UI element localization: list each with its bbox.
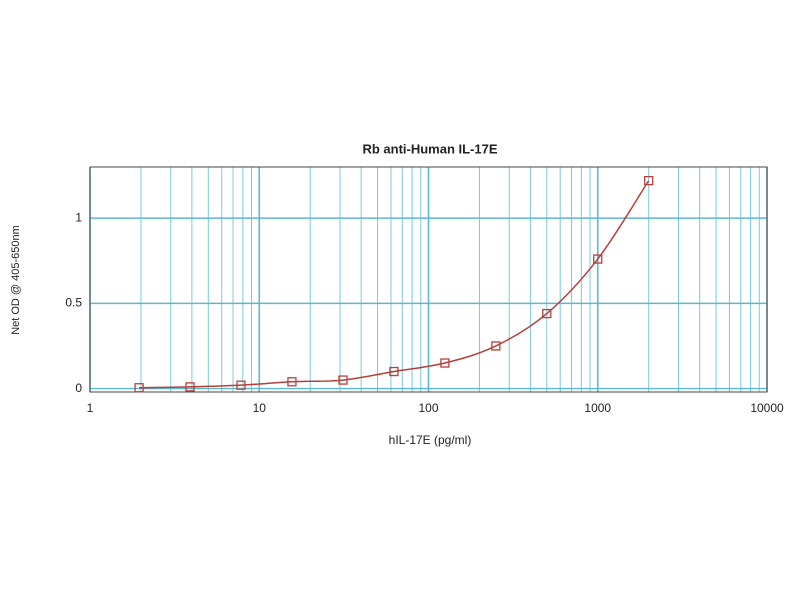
data-point bbox=[491, 341, 501, 351]
x-axis-label: hIL-17E (pg/ml) bbox=[389, 433, 472, 447]
data-point bbox=[440, 358, 450, 368]
x-tick-label: 10000 bbox=[750, 401, 784, 415]
data-point bbox=[389, 366, 399, 377]
data-point bbox=[644, 175, 654, 186]
y-axis-label: Net OD @ 405-650nm bbox=[10, 225, 22, 335]
data-point bbox=[542, 308, 552, 319]
chart-title: Rb anti-Human IL-17E bbox=[362, 141, 497, 156]
y-tick-label: 0.5 bbox=[65, 296, 82, 310]
data-point bbox=[236, 380, 246, 390]
data-point bbox=[134, 383, 144, 393]
data-point bbox=[593, 254, 603, 264]
x-tick-label: 10 bbox=[253, 401, 267, 415]
data-point bbox=[185, 382, 195, 392]
data-point bbox=[287, 377, 297, 387]
y-tick-label: 0 bbox=[75, 381, 82, 395]
x-tick-label: 1 bbox=[87, 401, 94, 415]
plot-border bbox=[89, 166, 768, 393]
fit-curve bbox=[139, 180, 650, 389]
x-tick-label: 100 bbox=[418, 401, 438, 415]
x-tick-label: 1000 bbox=[584, 401, 611, 415]
y-tick-label: 1 bbox=[75, 210, 82, 224]
data-point bbox=[338, 375, 348, 385]
